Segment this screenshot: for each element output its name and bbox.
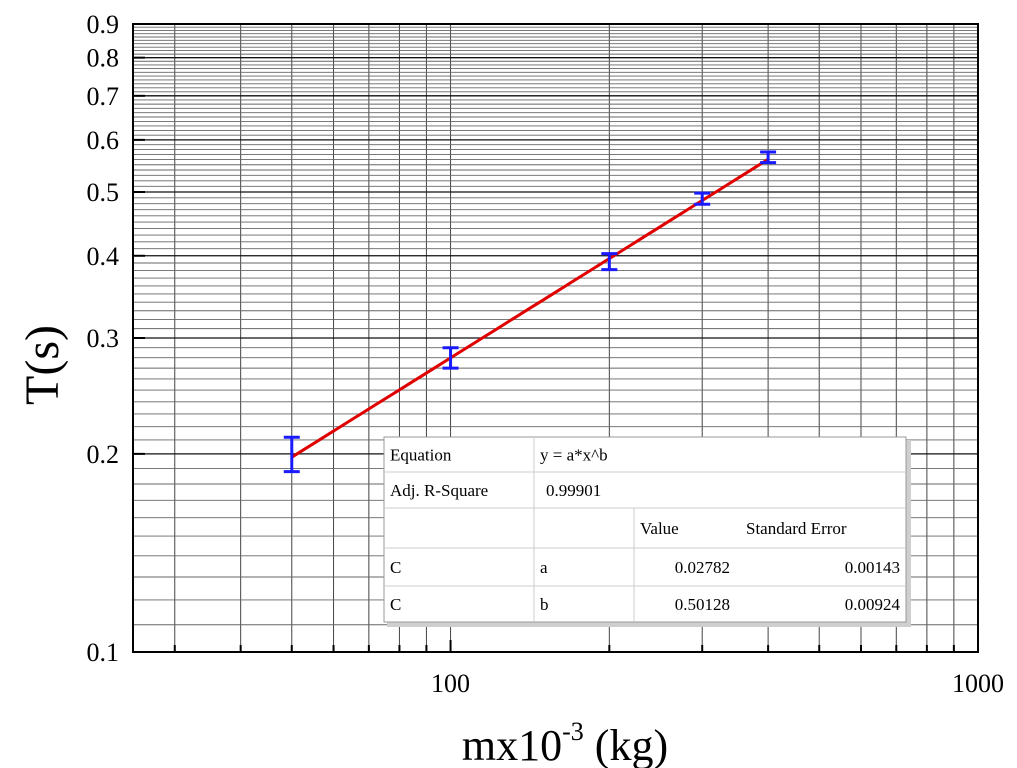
table-cell: 0.50128 xyxy=(675,595,730,614)
fit-curve xyxy=(291,158,769,459)
table-cell: 0.00143 xyxy=(845,558,900,577)
data-point xyxy=(694,191,711,206)
table-cell: C xyxy=(390,558,401,577)
y-tick-label: 0.3 xyxy=(87,324,120,353)
data-points-layer xyxy=(283,150,777,474)
data-point xyxy=(760,150,777,165)
x-axis-title: mx10-3 (kg) xyxy=(462,717,668,768)
y-tick-label: 0.7 xyxy=(87,82,120,111)
table-cell: Standard Error xyxy=(746,519,847,538)
y-tick-label: 0.2 xyxy=(87,440,120,469)
table-cell: a xyxy=(540,558,548,577)
y-tick-label: 0.6 xyxy=(87,126,120,155)
fit-curve-layer xyxy=(291,158,769,459)
axis-ticks xyxy=(133,23,979,653)
table-cell: C xyxy=(390,595,401,614)
table-cell: Equation xyxy=(390,446,452,465)
table-cell: 0.99901 xyxy=(546,481,601,500)
y-tick-label: 0.9 xyxy=(87,10,120,39)
table-cell: 0.02782 xyxy=(675,558,730,577)
table-cell: 0.00924 xyxy=(845,595,901,614)
x-axis-title-unit: (kg) xyxy=(584,721,668,768)
data-point xyxy=(442,346,459,370)
x-tick-label: 100 xyxy=(431,669,470,698)
table-cell: Adj. R-Square xyxy=(390,481,488,500)
data-point xyxy=(601,252,618,272)
y-tick-label: 0.1 xyxy=(87,638,120,667)
table-cell: Value xyxy=(640,519,679,538)
table-background xyxy=(383,436,907,623)
fit-results-table: Equation y = a*x^b Adj. R-Square 0.99901 Val… xyxy=(383,436,911,627)
y-tick-label: 0.8 xyxy=(87,44,120,73)
x-axis-title-exponent: -3 xyxy=(562,717,584,746)
y-tick-label: 0.5 xyxy=(87,178,120,207)
data-point xyxy=(283,435,300,474)
x-axis-title-base: mx10 xyxy=(462,721,562,768)
table-cell: y = a*x^b xyxy=(540,446,608,465)
x-tick-label: 1000 xyxy=(952,669,1004,698)
table-cell: b xyxy=(540,595,549,614)
y-axis-title: T(s) xyxy=(16,325,69,405)
axis-tick-labels: 0.1 0.2 0.3 0.4 0.5 0.6 0.7 0.8 0.9 100 1000 xyxy=(87,10,1005,698)
y-tick-label: 0.4 xyxy=(87,242,120,271)
